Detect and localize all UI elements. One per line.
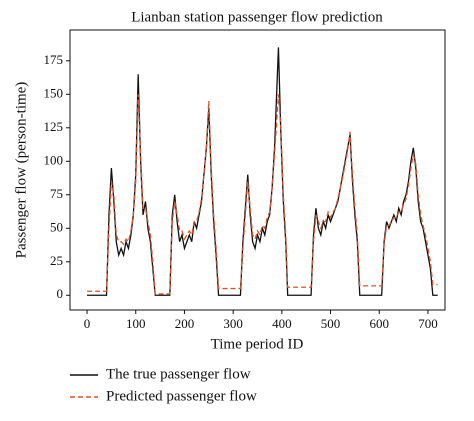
- y-tick-label: 75: [50, 186, 63, 201]
- x-tick-label: 500: [321, 316, 341, 331]
- legend-label: Predicted passenger flow: [106, 388, 257, 404]
- x-tick-label: 100: [126, 316, 146, 331]
- y-tick-label: 50: [50, 219, 63, 234]
- series-line: [87, 47, 438, 296]
- x-tick-label: 700: [418, 316, 438, 331]
- chart-title: Lianban station passenger flow predictio…: [131, 9, 383, 25]
- x-tick-label: 0: [84, 316, 91, 331]
- y-tick-label: 100: [44, 152, 64, 167]
- x-tick-label: 400: [272, 316, 292, 331]
- y-tick-label: 125: [44, 119, 64, 134]
- plot-frame: [69, 29, 446, 311]
- y-tick-label: 0: [57, 286, 64, 301]
- series-line: [87, 94, 438, 295]
- x-tick-label: 200: [175, 316, 195, 331]
- x-axis-label: Time period ID: [211, 336, 304, 352]
- legend-label: The true passenger flow: [106, 366, 251, 382]
- y-tick-label: 175: [44, 52, 64, 67]
- y-tick-label: 25: [50, 253, 63, 268]
- x-tick-label: 300: [223, 316, 243, 331]
- x-tick-label: 600: [370, 316, 390, 331]
- y-tick-label: 150: [44, 85, 64, 100]
- y-axis-label: Passenger flow (person-time): [13, 82, 29, 259]
